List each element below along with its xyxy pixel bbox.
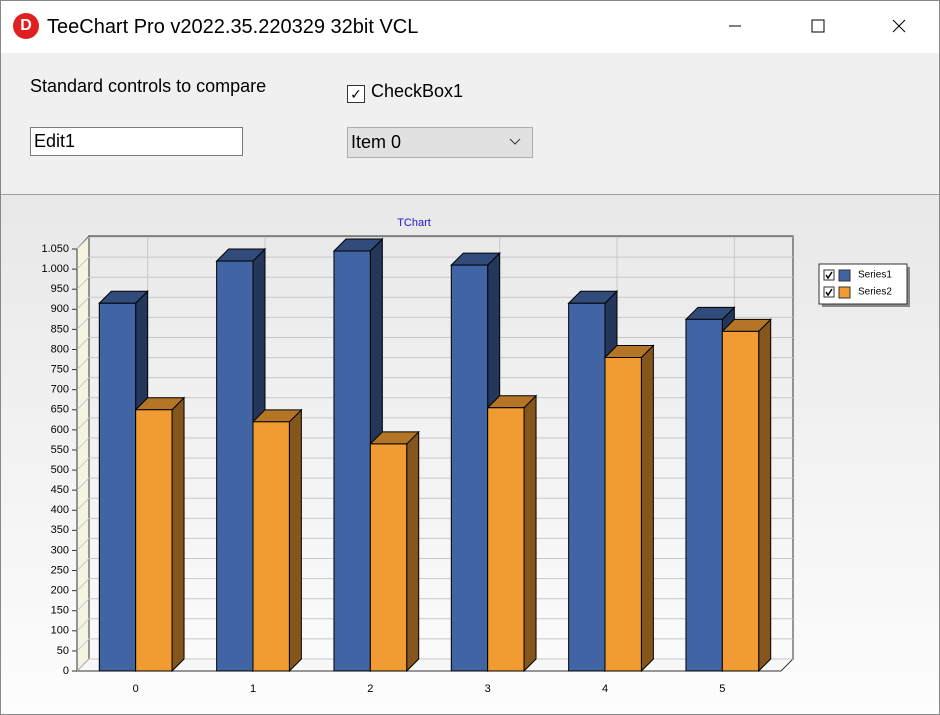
label: Standard controls to compare — [30, 76, 267, 96]
wall-grid-line — [76, 538, 90, 551]
wall-grid-line — [76, 497, 90, 511]
checkbox[interactable]: ✓ CheckBox1 — [347, 81, 463, 103]
bar — [685, 318, 723, 672]
bar — [252, 421, 290, 672]
bar — [135, 409, 173, 672]
y-tick-label: 900 — [51, 303, 69, 315]
wall-grid-line — [76, 517, 90, 531]
legend-check — [825, 288, 833, 297]
bar — [216, 260, 254, 672]
check-box[interactable]: ✓ — [347, 85, 365, 103]
y-tick-label: 750 — [51, 363, 69, 375]
wall-grid-line — [76, 317, 90, 330]
y-tick-label: 0 — [63, 665, 69, 677]
legend-swatch — [838, 286, 851, 299]
y-tick-label: 1.050 — [41, 243, 69, 255]
bar-side — [523, 394, 537, 673]
y-tick-label: 100 — [51, 625, 69, 637]
maximize-button[interactable] — [798, 11, 838, 41]
wall-grid-line — [76, 377, 90, 391]
x-tick-label: 2 — [367, 683, 373, 695]
y-tick-label: 200 — [51, 585, 69, 597]
combo-arrow — [509, 138, 521, 145]
y-tick-label: 850 — [51, 323, 69, 335]
bar-side — [171, 396, 185, 673]
wall-grid-line — [76, 618, 90, 632]
combo-text: Item 0 — [351, 132, 402, 152]
legend-label: Series2 — [858, 287, 892, 298]
wall-grid-line — [76, 658, 90, 672]
title-bar: D TeeChart Pro v2022.35.220329 32bit VCL — [1, 1, 939, 53]
wall-grid-line — [76, 276, 90, 290]
edit-box[interactable]: Edit1 — [30, 127, 243, 156]
wall-grid-line — [76, 477, 90, 491]
legend-swatch — [838, 269, 851, 282]
bar-side — [406, 430, 420, 673]
y-tick-label: 300 — [51, 544, 69, 556]
y-tick-label: 450 — [51, 484, 69, 496]
minimize-button[interactable] — [715, 11, 755, 41]
wall-grid-line — [76, 558, 90, 571]
bar-side — [758, 318, 772, 673]
y-tick-label: 1.000 — [41, 263, 69, 275]
x-tick-label: 3 — [485, 683, 491, 695]
wall-grid-line — [76, 638, 90, 652]
wall-grid-line — [76, 256, 90, 270]
wall-grid-line — [76, 417, 90, 431]
legend-checkbox[interactable] — [823, 269, 835, 281]
x-tick-label: 4 — [602, 683, 608, 695]
legend-label: Series1 — [858, 270, 892, 281]
wall-grid-line — [76, 397, 90, 411]
bar — [487, 407, 525, 672]
bar — [98, 302, 137, 672]
close-button[interactable] — [879, 11, 919, 41]
legend-check — [825, 271, 833, 280]
wall-grid-line — [76, 578, 90, 591]
y-tick-label: 800 — [51, 343, 69, 355]
y-tick-label: 250 — [51, 564, 69, 576]
bar — [450, 264, 489, 672]
wall-grid-line — [76, 236, 90, 250]
wall-grid-line — [76, 437, 90, 451]
bar — [333, 250, 371, 672]
wall-grid-line — [76, 357, 90, 370]
y-tick-label: 400 — [51, 504, 69, 516]
combo-box[interactable]: Item 0 — [347, 127, 533, 158]
legend-checkbox[interactable] — [823, 286, 835, 298]
y-tick-label: 650 — [51, 404, 69, 416]
bar — [721, 330, 760, 672]
app-icon: D — [13, 13, 39, 39]
y-tick-label: 500 — [51, 464, 69, 476]
x-tick-label: 5 — [719, 683, 725, 695]
bar-side — [640, 344, 654, 673]
y-tick-label: 600 — [51, 424, 69, 436]
x-tick-label: 1 — [250, 683, 256, 695]
checkbox-label: CheckBox1 — [371, 81, 464, 101]
window-title: TeeChart Pro v2022.35.220329 32bit VCL — [47, 16, 419, 38]
bar-side — [288, 408, 302, 673]
y-tick-label: 50 — [57, 645, 69, 657]
left-wall — [76, 234, 90, 673]
wall-grid-line — [76, 598, 90, 612]
y-tick-label: 150 — [51, 605, 69, 617]
y-tick-label: 550 — [51, 444, 69, 456]
y-tick-label: 700 — [51, 384, 69, 396]
y-tick-label: 950 — [51, 283, 69, 295]
separator — [1, 194, 939, 195]
bar — [369, 443, 408, 672]
wall-grid-line — [76, 457, 90, 471]
bar — [604, 357, 642, 672]
chart-title: TChart — [397, 217, 431, 229]
bar — [568, 302, 606, 672]
y-tick-label: 350 — [51, 524, 69, 536]
x-tick-label: 0 — [133, 683, 139, 695]
wall-grid-line — [76, 337, 90, 350]
wall-grid-line — [76, 296, 90, 310]
